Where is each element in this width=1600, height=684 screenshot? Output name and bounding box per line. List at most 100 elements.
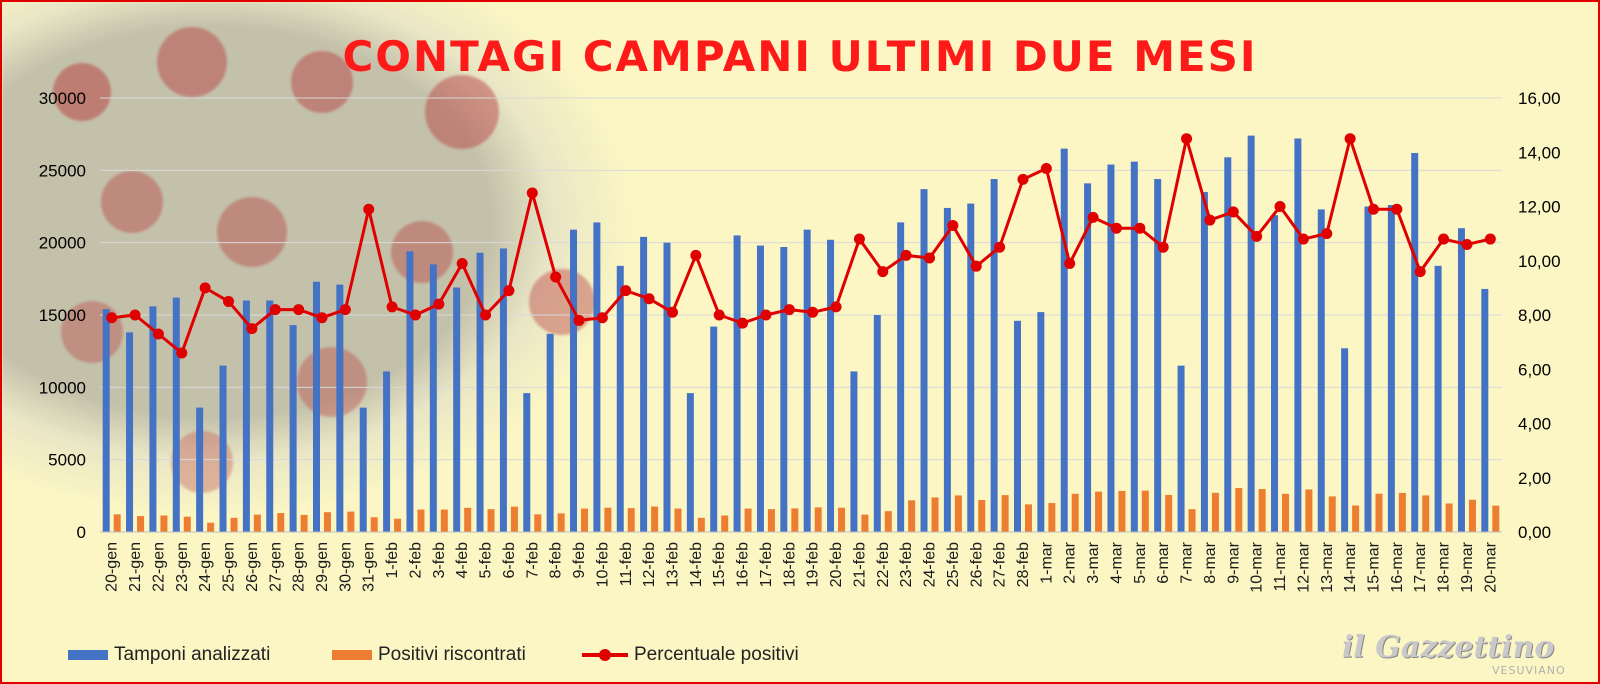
- bar-positivi: [253, 514, 261, 532]
- x-tick-label: 13-mar: [1319, 541, 1336, 592]
- x-tick-label: 27-gen: [267, 542, 284, 592]
- x-tick-label: 19-mar: [1459, 541, 1476, 592]
- bar-positivi: [767, 509, 775, 532]
- point-percentuale: [760, 309, 772, 321]
- bar-tamponi: [663, 242, 671, 532]
- point-percentuale: [596, 312, 608, 324]
- bar-tamponi: [523, 393, 531, 532]
- bar-positivi: [838, 507, 846, 532]
- point-percentuale: [106, 312, 118, 324]
- bar-tamponi: [242, 300, 250, 532]
- bar-tamponi: [546, 333, 554, 532]
- bar-tamponi: [429, 264, 437, 532]
- bar-positivi: [230, 517, 238, 532]
- bar-positivi: [323, 512, 331, 532]
- bar-tamponi: [897, 222, 905, 532]
- x-tick-label: 24-gen: [197, 542, 214, 592]
- bar-positivi: [137, 516, 145, 532]
- x-tick-label: 6-feb: [501, 542, 518, 579]
- bar-positivi: [300, 514, 308, 532]
- bar-positivi: [183, 516, 191, 532]
- x-tick-label: 25-gen: [221, 542, 238, 592]
- point-percentuale: [1227, 206, 1239, 218]
- chart-legend: Tamponi analizzati Positivi riscontrati …: [2, 638, 1302, 672]
- bar-positivi: [1165, 494, 1173, 532]
- x-tick-label: 14-feb: [688, 542, 705, 587]
- x-tick-label: 29-gen: [314, 542, 331, 592]
- y-right-tick-label: 6,00: [1518, 360, 1551, 379]
- bar-positivi: [487, 509, 495, 532]
- point-percentuale: [246, 323, 258, 335]
- x-tick-label: 12-feb: [641, 542, 658, 587]
- point-percentuale: [1204, 214, 1216, 226]
- x-tick-label: 21-feb: [851, 542, 868, 587]
- bar-tamponi: [266, 300, 274, 532]
- x-tick-label: 18-feb: [781, 542, 798, 587]
- bar-tamponi: [1224, 157, 1232, 532]
- point-percentuale: [970, 260, 982, 272]
- point-percentuale: [199, 282, 211, 294]
- bar-tamponi: [1481, 288, 1489, 532]
- point-percentuale: [1064, 257, 1076, 269]
- x-tick-label: 17-mar: [1412, 541, 1429, 592]
- bar-positivi: [1492, 505, 1500, 532]
- bar-tamponi: [756, 245, 764, 532]
- bar-positivi: [1001, 495, 1009, 532]
- bar-tamponi: [1247, 135, 1255, 532]
- bar-tamponi: [499, 248, 507, 532]
- y-right-tick-label: 10,00: [1518, 252, 1561, 271]
- y-right-tick-label: 2,00: [1518, 469, 1551, 488]
- bar-positivi: [1328, 496, 1336, 532]
- point-percentuale: [1017, 173, 1029, 185]
- point-percentuale: [480, 309, 492, 321]
- x-tick-label: 17-feb: [758, 542, 775, 587]
- bar-tamponi: [1013, 320, 1021, 532]
- bar-positivi: [1398, 492, 1406, 532]
- point-percentuale: [176, 347, 188, 359]
- point-percentuale: [830, 301, 842, 313]
- bar-positivi: [1071, 493, 1079, 532]
- x-tick-label: 27-feb: [992, 542, 1009, 587]
- x-tick-label: 14-mar: [1342, 541, 1359, 592]
- x-tick-label: 13-feb: [664, 542, 681, 587]
- point-percentuale: [1040, 163, 1052, 175]
- bar-tamponi: [406, 251, 414, 532]
- bar-positivi: [277, 513, 285, 532]
- y-right-tick-label: 4,00: [1518, 415, 1551, 434]
- point-percentuale: [433, 298, 445, 310]
- bar-tamponi: [1060, 148, 1068, 532]
- bar-tamponi: [990, 179, 998, 532]
- point-percentuale: [1461, 238, 1473, 250]
- bar-tamponi: [476, 252, 484, 532]
- bar-positivi: [557, 513, 565, 532]
- x-tick-label: 20-gen: [104, 542, 121, 592]
- point-percentuale: [129, 309, 141, 321]
- x-tick-label: 30-gen: [337, 542, 354, 592]
- chart-plot: 0 5000 10000 15000 20000 25000 30000 0,00 2,00 4,…: [39, 89, 1561, 593]
- bar-tamponi: [943, 207, 951, 533]
- y-left-tick-label: 0: [77, 523, 86, 542]
- bar-positivi: [1095, 491, 1103, 532]
- point-percentuale: [1438, 233, 1450, 245]
- y-left-tick-label: 25000: [39, 161, 86, 180]
- bar-positivi: [978, 500, 986, 532]
- x-tick-label: 20-feb: [828, 542, 845, 587]
- x-tick-label: 7-mar: [1179, 541, 1196, 583]
- bar-positivi: [347, 511, 355, 532]
- point-percentuale: [690, 249, 702, 261]
- bar-tamponi: [126, 332, 134, 532]
- point-percentuale: [1414, 266, 1426, 278]
- x-tick-label: 5-feb: [478, 542, 495, 579]
- bar-tamponi: [1271, 215, 1279, 532]
- x-tick-label: 2-mar: [1062, 541, 1079, 583]
- bar-tamponi: [1387, 205, 1395, 532]
- bar-positivi: [1141, 490, 1149, 532]
- bar-positivi: [417, 509, 425, 532]
- point-percentuale: [409, 309, 421, 321]
- bar-positivi: [160, 515, 168, 532]
- point-percentuale: [293, 304, 305, 316]
- bar-tamponi: [710, 326, 718, 532]
- x-tick-label: 21-gen: [127, 542, 144, 592]
- bar-tamponi: [1317, 209, 1325, 533]
